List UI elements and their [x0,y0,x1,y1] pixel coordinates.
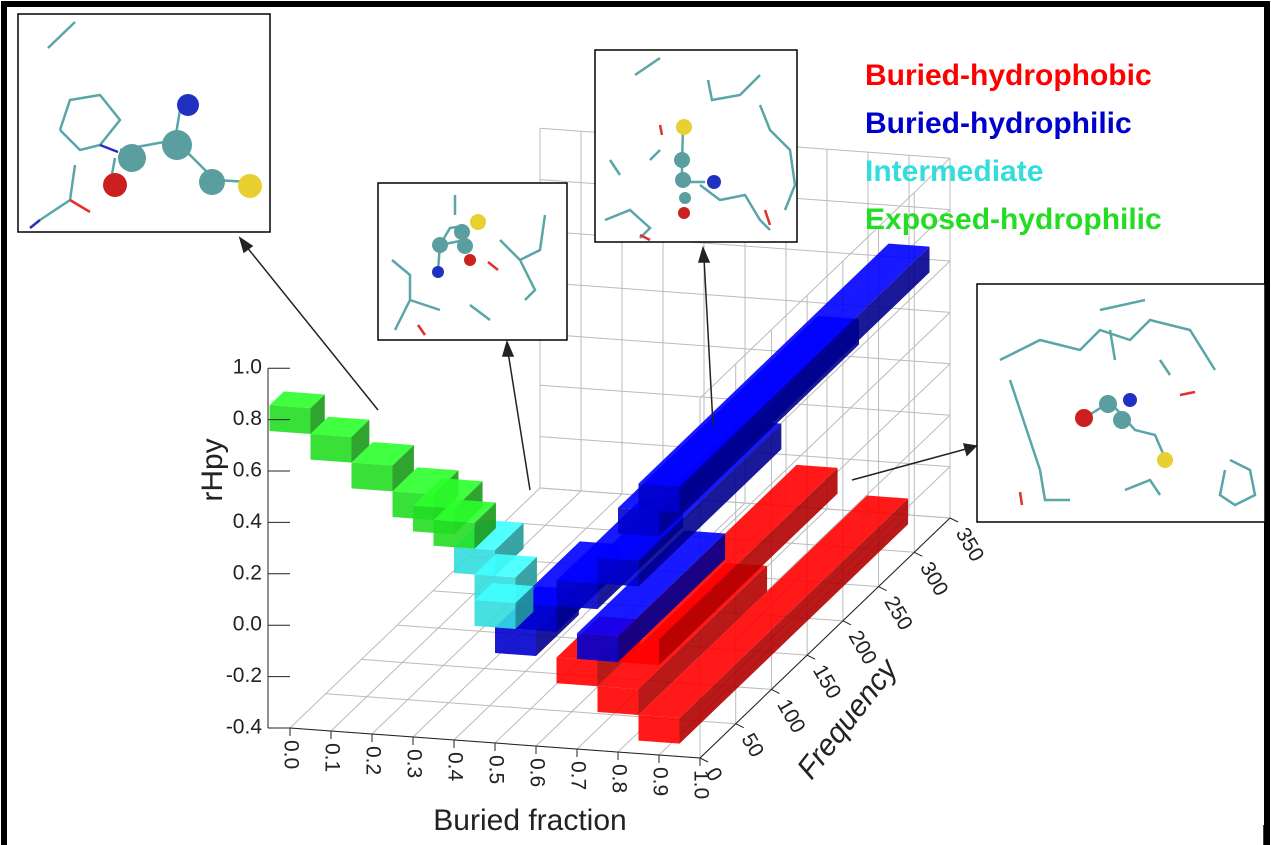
x-tick-label: 0.1 [320,743,343,772]
atom [103,173,127,197]
z-tick [843,621,851,625]
y-tick-label: 0.8 [233,407,262,430]
legend-entry: Buried-hydrophilic [865,107,1132,140]
atom [676,119,692,135]
z-tick-label: 100 [772,695,809,737]
x-tick-label: 0.0 [279,740,302,769]
atom [1123,393,1137,407]
legend-entry: Intermediate [865,155,1043,188]
z-tick [736,724,744,728]
y-axis-title: rHpy [196,438,229,501]
bar-front [495,627,536,656]
y-tick-label: 1.0 [233,356,262,379]
arrow-head [964,444,976,455]
atom [454,224,470,240]
atom [118,144,146,172]
y-tick-label: -0.2 [226,664,262,687]
inset [18,14,270,232]
x-axis-title: Buried fraction [433,804,626,837]
x-tick-label: 0.9 [648,767,671,796]
bar-front [598,558,639,587]
inset-frame [18,14,270,232]
atom [674,152,690,168]
arrow [704,258,713,425]
x-tick-label: 0.8 [607,764,630,793]
z-tick-label: 350 [951,524,988,566]
page: {"chart_data": {"type": "bar3d", "xlabel… [0,0,1271,845]
atom [177,94,199,116]
atom [470,214,486,230]
atom [1113,411,1131,429]
z-tick [771,689,779,693]
bar-front [557,580,598,609]
inset [595,50,797,242]
atom [1157,452,1173,468]
bar-front [475,600,516,629]
bar-front [618,508,659,537]
z-tick [950,518,958,522]
atom [432,266,444,278]
atom [707,175,721,189]
atom [432,237,448,253]
bar-front [434,520,475,549]
arrow [246,246,378,410]
y-tick-label: -0.4 [226,716,263,739]
atom [678,207,690,219]
bar-front [577,633,618,662]
atom [464,254,476,266]
bar-front [639,484,680,513]
atom [675,172,691,188]
arrow-head [240,238,252,252]
z-tick-label: 50 [737,729,769,761]
z-tick-label: 250 [879,592,916,634]
atom [1075,409,1093,427]
bar-front [311,434,352,463]
bar-top [639,244,930,487]
bar-front [557,658,598,687]
x-tick-label: 0.4 [443,752,466,782]
legend: Buried-hydrophobic Buried-hydrophilic Inte… [865,59,1162,236]
inset [977,284,1265,522]
inset [378,183,567,340]
legend-entry: Exposed-hydrophilic [865,203,1162,236]
atom [199,169,225,195]
atom [679,192,691,204]
atom [162,130,192,160]
atom [457,238,473,254]
x-tick-label: 0.3 [402,749,425,778]
atom [238,174,262,198]
y-tick-label: 0.0 [233,613,262,636]
x-tick-label: 0.2 [361,746,384,775]
legend-entry: Buried-hydrophobic [865,59,1152,92]
bar-front [352,463,393,492]
atom [1099,395,1117,413]
z-tick [914,552,922,556]
z-tick [807,655,815,659]
arrow-head [699,248,709,262]
z-tick-label: 150 [808,661,845,703]
arrow [508,352,530,490]
bar-front [639,715,680,744]
bar-front [598,686,639,715]
chart: 0.00.10.20.30.40.50.60.70.80.91.01.00.80… [0,0,1271,845]
x-tick-label: 0.5 [484,755,507,784]
bar [270,392,325,434]
x-tick-label: 0.6 [525,758,548,787]
arrow-head [503,342,513,356]
y-tick-label: 0.6 [233,459,262,482]
y-tick-label: 0.4 [233,510,263,533]
z-tick [879,587,887,591]
z-tick [700,758,708,762]
y-tick-label: 0.2 [233,561,262,584]
x-tick-label: 0.7 [566,761,589,790]
z-tick-label: 300 [915,558,952,600]
